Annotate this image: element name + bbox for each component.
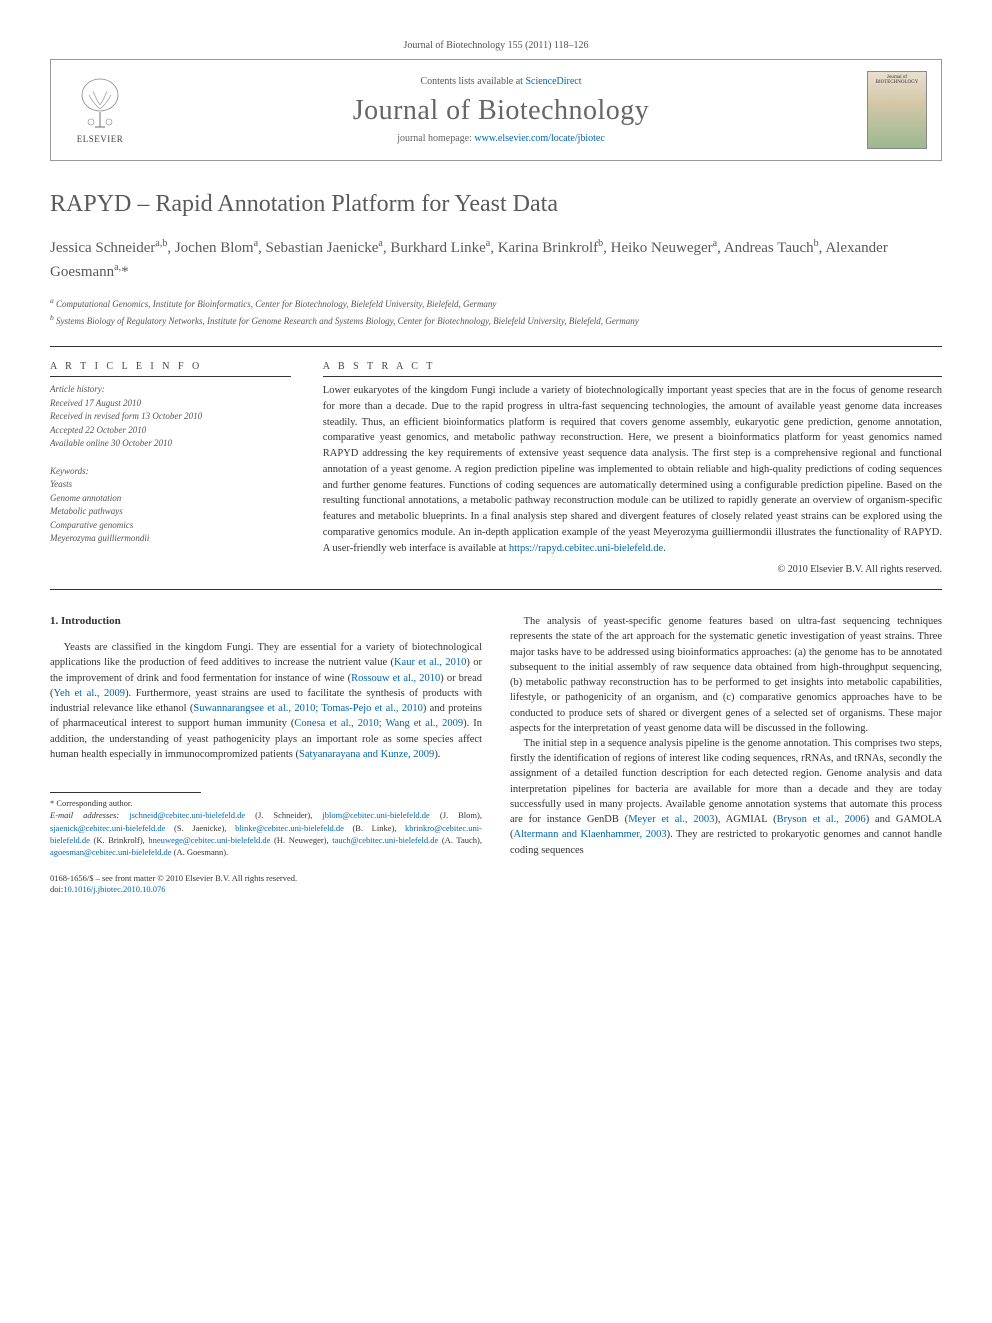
body-column-left: 1. Introduction Yeasts are classified in… (50, 614, 482, 858)
keyword-item: Metabolic pathways (50, 505, 291, 519)
citation-link[interactable]: Kaur et al., 2010 (394, 657, 466, 668)
email-link[interactable]: hneuwege@cebitec.uni-bielefeld.de (148, 835, 270, 845)
history-accepted: Accepted 22 October 2010 (50, 424, 291, 438)
footnote-divider (50, 792, 201, 793)
divider (50, 589, 942, 590)
keyword-item: Meyerozyma guilliermondii (50, 532, 291, 546)
citation-link[interactable]: Yeh et al., 2009 (54, 688, 126, 699)
rapyd-url-link[interactable]: https://rapyd.cebitec.uni-bielefeld.de (509, 543, 663, 554)
email-addresses: E-mail addresses: jschneid@cebitec.uni-b… (50, 809, 482, 858)
abstract-text: Lower eukaryotes of the kingdom Fungi in… (323, 383, 942, 556)
citation-link[interactable]: Satyanarayana and Kunze, 2009 (299, 749, 434, 760)
citation-link[interactable]: Meyer et al., 2003 (628, 814, 714, 825)
authors-list: Jessica Schneidera,b, Jochen Bloma, Seba… (50, 236, 942, 283)
keyword-item: Genome annotation (50, 492, 291, 506)
abstract-copyright: © 2010 Elsevier B.V. All rights reserved… (323, 564, 942, 575)
email-link[interactable]: sjaenick@cebitec.uni-bielefeld.de (50, 823, 165, 833)
divider (50, 346, 942, 347)
article-page: Journal of Biotechnology 155 (2011) 118–… (0, 0, 992, 936)
article-title: RAPYD – Rapid Annotation Platform for Ye… (50, 191, 942, 218)
body-column-right: The analysis of yeast-specific genome fe… (510, 614, 942, 858)
intro-paragraph-2: The analysis of yeast-specific genome fe… (510, 614, 942, 736)
elsevier-logo[interactable]: ELSEVIER (65, 70, 135, 150)
citation-link[interactable]: Rossouw et al., 2010 (351, 673, 440, 684)
email-link[interactable]: tauch@cebitec.uni-bielefeld.de (332, 835, 438, 845)
journal-cover-thumbnail[interactable]: Journal of BIOTECHNOLOGY (867, 71, 927, 149)
sciencedirect-link[interactable]: ScienceDirect (525, 76, 581, 87)
email-link[interactable]: blinke@cebitec.uni-bielefeld.de (235, 823, 344, 833)
citation-link[interactable]: Altermann and Klaenhammer, 2003 (514, 829, 667, 840)
intro-paragraph-3: The initial step in a sequence analysis … (510, 736, 942, 858)
journal-homepage-link[interactable]: www.elsevier.com/locate/jbiotec (474, 133, 604, 144)
history-online: Available online 30 October 2010 (50, 437, 291, 451)
email-link[interactable]: jblom@cebitec.uni-bielefeld.de (322, 810, 429, 820)
page-footer: 0168-1656/$ – see front matter © 2010 El… (50, 873, 942, 897)
article-info-label: A R T I C L E I N F O (50, 361, 291, 372)
contents-prefix: Contents lists available at (420, 76, 525, 87)
abstract-label: A B S T R A C T (323, 361, 942, 372)
affiliation-b: b Systems Biology of Regulatory Networks… (50, 312, 942, 329)
elsevier-tree-icon (75, 77, 125, 132)
abstract-column: A B S T R A C T Lower eukaryotes of the … (323, 361, 942, 575)
keyword-item: Yeasts (50, 478, 291, 492)
homepage-prefix: journal homepage: (397, 133, 474, 144)
footnotes: * Corresponding author. E-mail addresses… (50, 797, 482, 859)
elsevier-label: ELSEVIER (77, 134, 124, 144)
corresponding-author-note: * Corresponding author. (50, 797, 482, 809)
citation-link[interactable]: Conesa et al., 2010; Wang et al., 2009 (294, 718, 463, 729)
doi-line: doi:10.1016/j.jbiotec.2010.10.076 (50, 884, 942, 896)
doi-link[interactable]: 10.1016/j.jbiotec.2010.10.076 (63, 884, 165, 894)
email-link[interactable]: agoesman@cebitec.uni-bielefeld.de (50, 847, 172, 857)
cover-title: Journal of BIOTECHNOLOGY (871, 75, 923, 85)
affiliations: a Computational Genomics, Institute for … (50, 295, 942, 328)
citation-link[interactable]: Suwannarangsee et al., 2010; Tomas-Pejo … (193, 703, 422, 714)
email-link[interactable]: jschneid@cebitec.uni-bielefeld.de (129, 810, 245, 820)
contents-line: Contents lists available at ScienceDirec… (135, 76, 867, 87)
homepage-line: journal homepage: www.elsevier.com/locat… (135, 133, 867, 144)
affiliation-a: a Computational Genomics, Institute for … (50, 295, 942, 312)
history-received: Received 17 August 2010 (50, 397, 291, 411)
section-1-heading: 1. Introduction (50, 614, 482, 630)
history-revised: Received in revised form 13 October 2010 (50, 410, 291, 424)
history-label: Article history: (50, 383, 291, 397)
keywords-label: Keywords: (50, 465, 291, 479)
body-columns: 1. Introduction Yeasts are classified in… (50, 614, 942, 858)
intro-paragraph-1: Yeasts are classified in the kingdom Fun… (50, 640, 482, 762)
header-citation: Journal of Biotechnology 155 (2011) 118–… (50, 40, 942, 51)
front-matter-line: 0168-1656/$ – see front matter © 2010 El… (50, 873, 942, 885)
journal-name: Journal of Biotechnology (135, 95, 867, 127)
keyword-item: Comparative genomics (50, 519, 291, 533)
journal-header-box: ELSEVIER Contents lists available at Sci… (50, 59, 942, 161)
citation-link[interactable]: Bryson et al., 2006 (777, 814, 866, 825)
keywords-block: Keywords: YeastsGenome annotationMetabol… (50, 465, 291, 546)
article-info-column: A R T I C L E I N F O Article history: R… (50, 361, 291, 575)
article-history: Article history: Received 17 August 2010… (50, 383, 291, 451)
